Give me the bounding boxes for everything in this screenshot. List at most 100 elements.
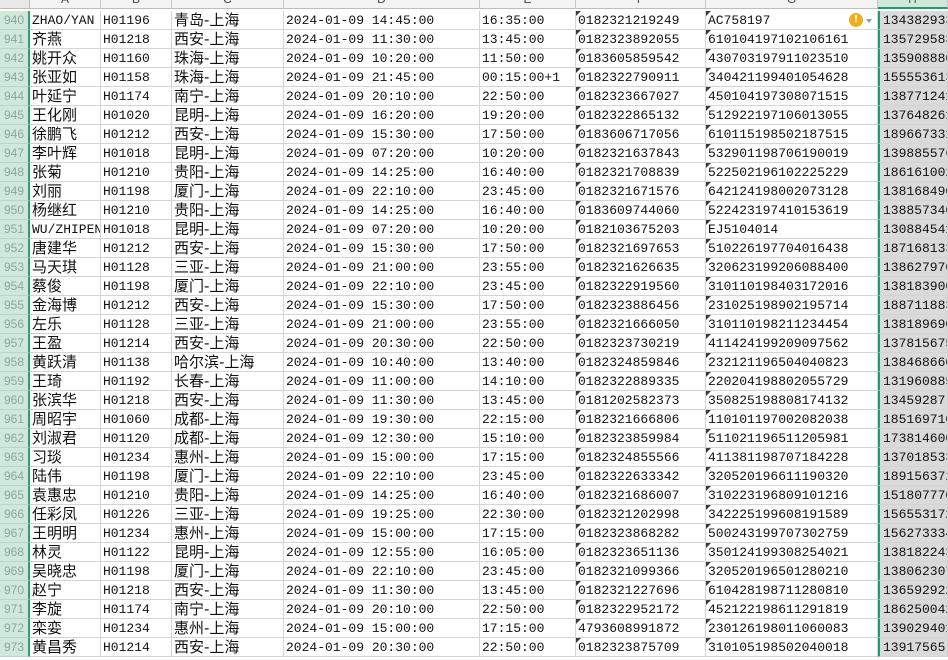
cell-b[interactable]: H01198 [101,182,172,201]
cell-e[interactable]: 11:50:00 [480,49,576,68]
cell-g[interactable]: EJ5104014 [706,220,878,239]
cell-c[interactable]: 厦门-上海 [172,182,284,201]
cell-b[interactable]: H01218 [101,391,172,410]
cell-h[interactable]: 138189690 [878,315,948,334]
cell-c[interactable]: 三亚-上海 [172,315,284,334]
cell-b[interactable]: H01198 [101,467,172,486]
cell-h[interactable]: 134382933 [878,11,948,30]
cell-d[interactable]: 2024-01-09 11:30:00 [284,30,480,49]
cell-f[interactable]: 0182323651136 [576,543,706,562]
cell-f[interactable]: 0182321666806 [576,410,706,429]
column-header-h[interactable]: H [878,0,948,9]
row-header[interactable]: 961 [0,410,30,429]
cell-f[interactable]: 0182321626635 [576,258,706,277]
cell-d[interactable]: 2024-01-09 22:10:00 [284,562,480,581]
cell-f[interactable]: 0182324855566 [576,448,706,467]
cell-b[interactable]: H01234 [101,524,172,543]
cell-c[interactable]: 贵阳-上海 [172,163,284,182]
cell-g[interactable]: 512922197106013055 [706,106,878,125]
cell-g[interactable]: 230126198011060083 [706,619,878,638]
cell-a[interactable]: 李叶辉 [30,144,101,163]
cell-f[interactable]: 0181202582373 [576,391,706,410]
cell-c[interactable]: 青岛-上海 [172,11,284,30]
cell-c[interactable]: 南宁-上海 [172,600,284,619]
cell-h[interactable]: 136592922 [878,581,948,600]
cell-g[interactable]: 610115198502187515 [706,125,878,144]
cell-e[interactable]: 17:15:00 [480,619,576,638]
cell-d[interactable]: 2024-01-09 14:25:00 [284,163,480,182]
cell-b[interactable]: H01174 [101,600,172,619]
cell-a[interactable]: 周昭宇 [30,410,101,429]
cell-g[interactable]: 500243199707302759 [706,524,878,543]
cell-a[interactable]: 栾娈 [30,619,101,638]
cell-c[interactable]: 西安-上海 [172,30,284,49]
cell-g[interactable]: 452122198611291819 [706,600,878,619]
cell-h[interactable]: 139885576 [878,144,948,163]
cell-c[interactable]: 昆明-上海 [172,144,284,163]
cell-a[interactable]: 王化刚 [30,106,101,125]
cell-d[interactable]: 2024-01-09 15:00:00 [284,524,480,543]
cell-c[interactable]: 三亚-上海 [172,505,284,524]
cell-a[interactable]: 唐建华 [30,239,101,258]
cell-h[interactable]: 155553613 [878,68,948,87]
cell-f[interactable]: 0182323730219 [576,334,706,353]
cell-f[interactable]: 0182321202998 [576,505,706,524]
row-header[interactable]: 948 [0,163,30,182]
cell-h[interactable]: 138183900 [878,277,948,296]
cell-c[interactable]: 珠海-上海 [172,68,284,87]
cell-b[interactable]: H01128 [101,258,172,277]
cell-d[interactable]: 2024-01-09 21:00:00 [284,315,480,334]
cell-b[interactable]: H01212 [101,125,172,144]
cell-g[interactable]: 430703197911023510 [706,49,878,68]
cell-a[interactable]: 黄昌秀 [30,638,101,657]
cell-e[interactable]: 17:15:00 [480,524,576,543]
row-header[interactable]: 956 [0,315,30,334]
cell-a[interactable]: 李旋 [30,600,101,619]
cell-e[interactable]: 15:10:00 [480,429,576,448]
cell-e[interactable]: 23:55:00 [480,315,576,334]
cell-d[interactable]: 2024-01-09 20:30:00 [284,334,480,353]
row-header[interactable]: 970 [0,581,30,600]
cell-e[interactable]: 00:15:00+1 [480,68,576,87]
cell-e[interactable]: 13:45:00 [480,581,576,600]
cell-d[interactable]: 2024-01-09 11:30:00 [284,391,480,410]
row-header[interactable]: 942 [0,49,30,68]
cell-f[interactable]: 0182103675203 [576,220,706,239]
cell-c[interactable]: 昆明-上海 [172,543,284,562]
cell-d[interactable]: 2024-01-09 22:10:00 [284,182,480,201]
cell-g[interactable]: 340421199401054628 [706,68,878,87]
cell-b[interactable]: H01212 [101,239,172,258]
select-all-corner[interactable] [0,0,30,9]
cell-f[interactable]: 0182321637843 [576,144,706,163]
row-header[interactable]: 957 [0,334,30,353]
cell-h[interactable]: 138857340 [878,201,948,220]
cell-f[interactable]: 0182321099366 [576,562,706,581]
cell-b[interactable]: H01210 [101,201,172,220]
cell-d[interactable]: 2024-01-09 19:30:00 [284,410,480,429]
cell-g[interactable]: 232121196504040823 [706,353,878,372]
row-header[interactable]: 954 [0,277,30,296]
cell-h[interactable]: 13459287 [878,391,948,410]
cell-a[interactable]: 金海博 [30,296,101,315]
cell-a[interactable]: 张滨华 [30,391,101,410]
cell-b[interactable]: H01198 [101,277,172,296]
cell-d[interactable]: 2024-01-09 12:30:00 [284,429,480,448]
cell-b[interactable]: H01218 [101,30,172,49]
cell-h[interactable]: 13917565 [878,638,948,657]
cell-g[interactable]: 310223196809101216 [706,486,878,505]
column-header-c[interactable]: C [172,0,284,9]
cell-h[interactable]: 173814600 [878,429,948,448]
cell-h[interactable]: 131960885 [878,372,948,391]
cell-g[interactable]: 231025198902195714 [706,296,878,315]
cell-f[interactable]: 0182322919560 [576,277,706,296]
cell-g[interactable]: 320623199206088400 [706,258,878,277]
cell-b[interactable]: H01234 [101,619,172,638]
row-header[interactable]: 949 [0,182,30,201]
cell-e[interactable]: 17:50:00 [480,239,576,258]
cell-d[interactable]: 2024-01-09 07:20:00 [284,144,480,163]
cell-d[interactable]: 2024-01-09 15:00:00 [284,619,480,638]
chevron-down-icon[interactable] [866,19,872,23]
cell-a[interactable]: 王明明 [30,524,101,543]
cell-g[interactable]: 310105198502040018 [706,638,878,657]
cell-h[interactable]: 185169710 [878,410,948,429]
